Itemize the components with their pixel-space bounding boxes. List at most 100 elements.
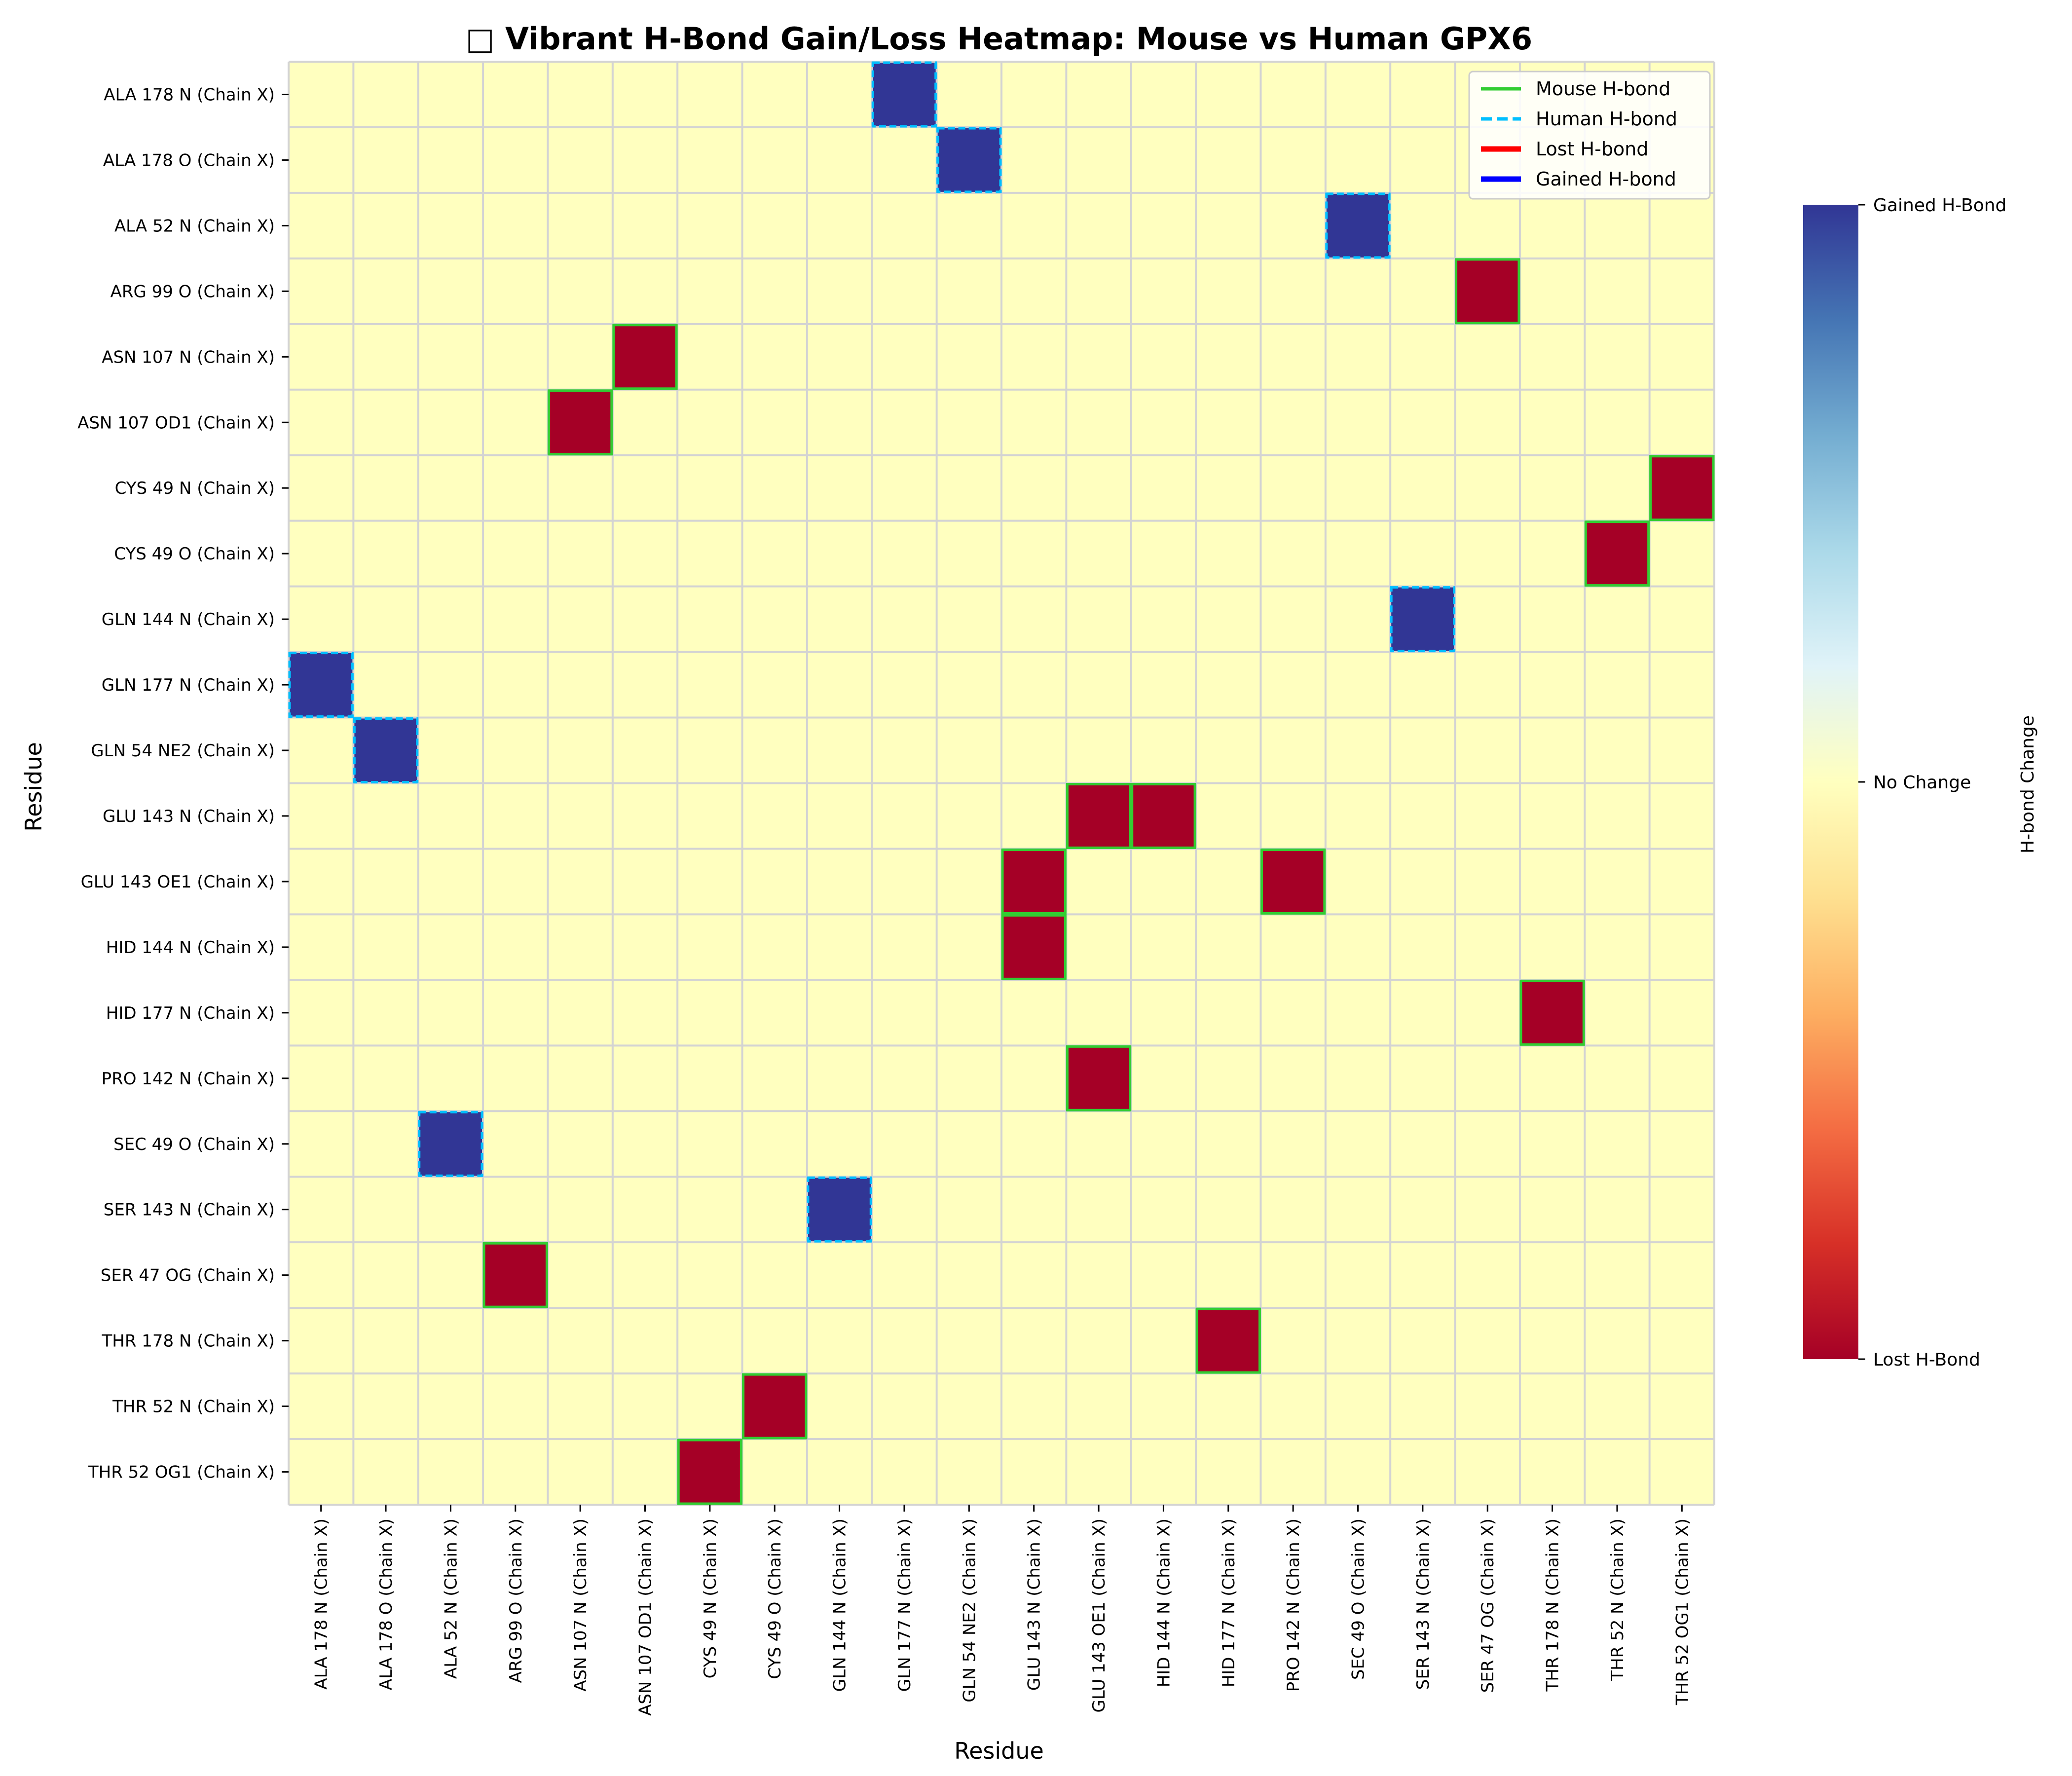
- heatmap-cell: [612, 586, 678, 652]
- heatmap-cell: [418, 1373, 483, 1440]
- heatmap-cell: [1001, 192, 1067, 259]
- heatmap-cell: [1585, 586, 1650, 652]
- heatmap-cell: [1325, 1373, 1391, 1440]
- heatmap-cell: [1260, 520, 1326, 587]
- heatmap-cell: [1260, 1308, 1326, 1374]
- heatmap-cell: [483, 586, 548, 652]
- heatmap-cell: [742, 652, 807, 718]
- heatmap-cell: [1066, 652, 1131, 718]
- heatmap-cell: [353, 389, 418, 455]
- heatmap-cell: [289, 717, 354, 783]
- heatmap-cell: [548, 520, 613, 587]
- heatmap-cell: [1585, 1177, 1650, 1243]
- heatmap-cell: [353, 1373, 418, 1440]
- heatmap-cell: [353, 1242, 418, 1308]
- heatmap-cell: [1066, 389, 1131, 455]
- heatmap-cell: [1001, 127, 1067, 193]
- heatmap-cell: [1001, 1111, 1067, 1177]
- colorbar-gradient: [1803, 205, 1858, 1359]
- heatmap-cell: [1519, 389, 1585, 455]
- heatmap-cell: [1066, 520, 1131, 587]
- heatmap-cell: [872, 324, 937, 390]
- heatmap-cell: [1131, 980, 1196, 1046]
- heatmap-cell: [872, 455, 937, 521]
- heatmap-cell: [483, 127, 548, 193]
- heatmap-cell: [1325, 914, 1391, 980]
- heatmap-cell: [807, 1111, 872, 1177]
- heatmap-cell: [1649, 520, 1714, 587]
- heatmap-cell: [612, 1439, 678, 1505]
- heatmap-cell: [677, 914, 742, 980]
- heatmap-cell: [1455, 1242, 1520, 1308]
- heatmap-cell: [612, 1177, 678, 1243]
- heatmap-cell: [612, 62, 678, 127]
- heatmap-cell: [1649, 1308, 1714, 1374]
- heatmap-cell: [1001, 1177, 1067, 1243]
- x-tick-label: PRO 142 N (Chain X): [1284, 1518, 1303, 1692]
- x-tick-label: THR 52 N (Chain X): [1608, 1518, 1628, 1681]
- heatmap-cell: [1260, 1373, 1326, 1440]
- heatmap-cell: [1260, 127, 1326, 193]
- heatmap-cell: [1455, 1439, 1520, 1505]
- heatmap-cell: [612, 717, 678, 783]
- heatmap-cell: [1649, 849, 1714, 915]
- heatmap-cell: [1066, 1242, 1131, 1308]
- y-tick-label: GLN 54 NE2 (Chain X): [91, 741, 275, 761]
- heatmap-cell: [1001, 1439, 1067, 1505]
- heatmap-cell: [936, 258, 1001, 324]
- heatmap-cell: [1196, 1373, 1261, 1440]
- heatmap-cell: [418, 1177, 483, 1243]
- heatmap-cell: [1066, 783, 1131, 849]
- heatmap-cell: [872, 586, 937, 652]
- heatmap-cell: [418, 1242, 483, 1308]
- heatmap-cell: [1196, 1308, 1261, 1374]
- heatmap-cell: [1390, 849, 1455, 915]
- heatmap-cell: [1131, 652, 1196, 718]
- heatmap-cell: [1585, 1308, 1650, 1374]
- heatmap-cell: [1585, 1111, 1650, 1177]
- y-tick-label: HID 177 N (Chain X): [106, 1003, 275, 1023]
- heatmap-cell: [418, 1111, 483, 1177]
- heatmap-cell: [936, 192, 1001, 259]
- heatmap-cell: [548, 1242, 613, 1308]
- heatmap-cell: [548, 586, 613, 652]
- heatmap-cell: [742, 783, 807, 849]
- y-tick-label: ARG 99 O (Chain X): [111, 282, 275, 301]
- heatmap-cell: [742, 1177, 807, 1243]
- heatmap-cell: [1455, 1045, 1520, 1111]
- gained-cell-border: [288, 652, 354, 718]
- heatmap-cell: [872, 1242, 937, 1308]
- x-tick-label: CYS 49 O (Chain X): [765, 1518, 785, 1679]
- heatmap-cell: [1001, 586, 1067, 652]
- heatmap-cell: [1519, 717, 1585, 783]
- y-tick-label: PRO 142 N (Chain X): [102, 1069, 275, 1089]
- heatmap-cell: [353, 914, 418, 980]
- heatmap-cell: [418, 62, 483, 127]
- heatmap-cell: [612, 520, 678, 587]
- heatmap-cell: [353, 1439, 418, 1505]
- heatmap-cell: [1066, 980, 1131, 1046]
- heatmap-cell: [1196, 1242, 1261, 1308]
- heatmap-cell: [1260, 1242, 1326, 1308]
- heatmap-cell: [1131, 1242, 1196, 1308]
- heatmap-cell: [1325, 520, 1391, 587]
- gained-cell-border: [418, 1110, 483, 1177]
- heatmap-cell: [483, 1439, 548, 1505]
- heatmap-cell: [872, 914, 937, 980]
- heatmap-cell: [418, 324, 483, 390]
- heatmap-cell: [742, 1439, 807, 1505]
- heatmap-cell: [1066, 717, 1131, 783]
- heatmap-cell: [742, 1373, 807, 1440]
- heatmap-cell: [548, 980, 613, 1046]
- heatmap-cell: [1390, 62, 1455, 127]
- heatmap-cell: [289, 1045, 354, 1111]
- heatmap-cell: [1585, 1242, 1650, 1308]
- heatmap-cell: [1001, 1308, 1067, 1374]
- heatmap-cell: [1585, 783, 1650, 849]
- lost-cell-border: [677, 1439, 743, 1505]
- heatmap-cell: [1649, 389, 1714, 455]
- y-tick-label: SER 47 OG (Chain X): [101, 1266, 275, 1286]
- x-axis-label: Residue: [954, 1738, 1044, 1764]
- heatmap-cell: [807, 1308, 872, 1374]
- heatmap-cell: [677, 1177, 742, 1243]
